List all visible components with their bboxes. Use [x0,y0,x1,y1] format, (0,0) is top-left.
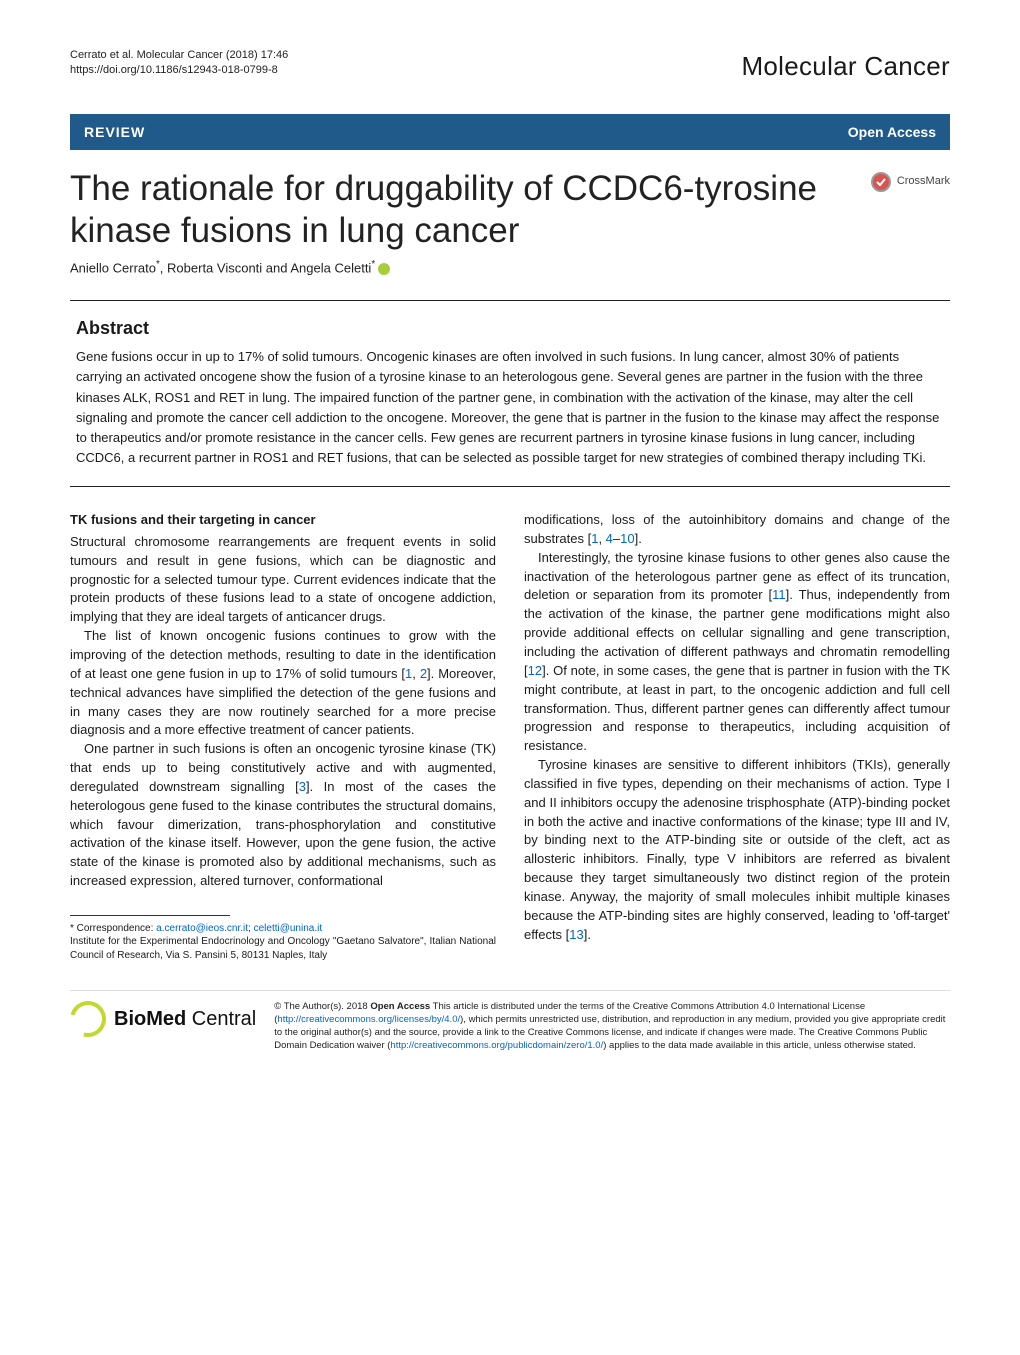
doi-line: https://doi.org/10.1186/s12943-018-0799-… [70,63,288,78]
orcid-icon[interactable] [378,263,390,275]
bmc-swirl-icon [63,995,112,1044]
crossmark-label: CrossMark [897,174,950,190]
author-sep: , [160,260,167,275]
correspondence-email-1[interactable]: a.cerrato@ieos.cnr.it [156,923,248,934]
abstract-heading: Abstract [76,315,944,341]
cc-license-link[interactable]: http://creativecommons.org/licenses/by/4… [277,1014,460,1025]
affiliation-text: Institute for the Experimental Endocrino… [70,935,496,962]
biomedcentral-logo[interactable]: BioMed Central [70,1001,256,1037]
text-run: © The Author(s). 2018 [274,1001,370,1012]
open-access-label: Open Access [848,122,936,142]
ref-link[interactable]: 13 [569,927,583,942]
paragraph: Interestingly, the tyrosine kinase fusio… [524,549,950,756]
abstract-text: Gene fusions occur in up to 17% of solid… [76,347,944,468]
review-bar: REVIEW Open Access [70,114,950,150]
text-run: Open Access [370,1001,430,1012]
correspondence-label: * Correspondence: [70,923,156,934]
ref-link[interactable]: 2 [420,666,427,681]
text-run: ]. [584,927,591,942]
crossmark-badge[interactable]: CrossMark [871,172,950,192]
text-run: ]. In most of the cases the heterologous… [70,779,496,888]
article-title: The rationale for druggability of CCDC6-… [70,168,853,252]
footer-row: BioMed Central © The Author(s). 2018 Ope… [70,990,950,1052]
page-container: Cerrato et al. Molecular Cancer (2018) 1… [0,0,1020,1083]
text-run: modifications, loss of the autoinhibitor… [524,512,950,546]
text-run: ]. [635,531,642,546]
abstract-box: Abstract Gene fusions occur in up to 17%… [70,300,950,487]
paragraph: One partner in such fusions is often an … [70,740,496,891]
author-1: Aniello Cerrato [70,260,156,275]
section-heading: TK fusions and their targeting in cancer [70,511,496,530]
text-run: Tyrosine kinases are sensitive to differ… [524,757,950,942]
ref-link[interactable]: 10 [620,531,634,546]
correspondence-email-2[interactable]: celetti@unina.it [254,923,323,934]
ref-link[interactable]: 4 [606,531,613,546]
ref-link[interactable]: 12 [528,663,542,678]
paragraph: Structural chromosome rearrangements are… [70,533,496,627]
paragraph: Tyrosine kinases are sensitive to differ… [524,756,950,944]
footnote-separator [70,915,230,916]
header-row: Cerrato et al. Molecular Cancer (2018) 1… [70,48,950,86]
text-run: , [412,666,420,681]
text-run: BioMed [114,1008,186,1030]
body-columns: TK fusions and their targeting in cancer… [70,511,950,962]
ref-link[interactable]: 11 [772,587,786,602]
right-column: modifications, loss of the autoinhibitor… [524,511,950,962]
text-run: ]. Of note, in some cases, the gene that… [524,663,950,753]
title-row: The rationale for druggability of CCDC6-… [70,160,950,258]
journal-brand: Molecular Cancer [741,48,950,86]
left-column: TK fusions and their targeting in cancer… [70,511,496,962]
license-text: © The Author(s). 2018 Open Access This a… [274,1001,950,1052]
author-list: Aniello Cerrato*, Roberta Visconti and A… [70,258,950,278]
text-run: Central [186,1008,256,1030]
text-run: ) applies to the data made available in … [603,1040,916,1051]
review-label: REVIEW [84,122,145,142]
correspondence-block: * Correspondence: a.cerrato@ieos.cnr.it;… [70,922,496,963]
citation-line: Cerrato et al. Molecular Cancer (2018) 1… [70,48,288,63]
author-3: Angela Celetti [290,260,371,275]
author-2: Roberta Visconti and [167,260,290,275]
text-run: , [598,531,605,546]
paragraph: modifications, loss of the autoinhibitor… [524,511,950,549]
pd-waiver-link[interactable]: http://creativecommons.org/publicdomain/… [390,1040,603,1051]
citation-block: Cerrato et al. Molecular Cancer (2018) 1… [70,48,288,79]
bmc-brand-text: BioMed Central [114,1005,256,1034]
paragraph: The list of known oncogenic fusions cont… [70,627,496,740]
ref-link[interactable]: 3 [299,779,306,794]
crossmark-icon [871,172,891,192]
